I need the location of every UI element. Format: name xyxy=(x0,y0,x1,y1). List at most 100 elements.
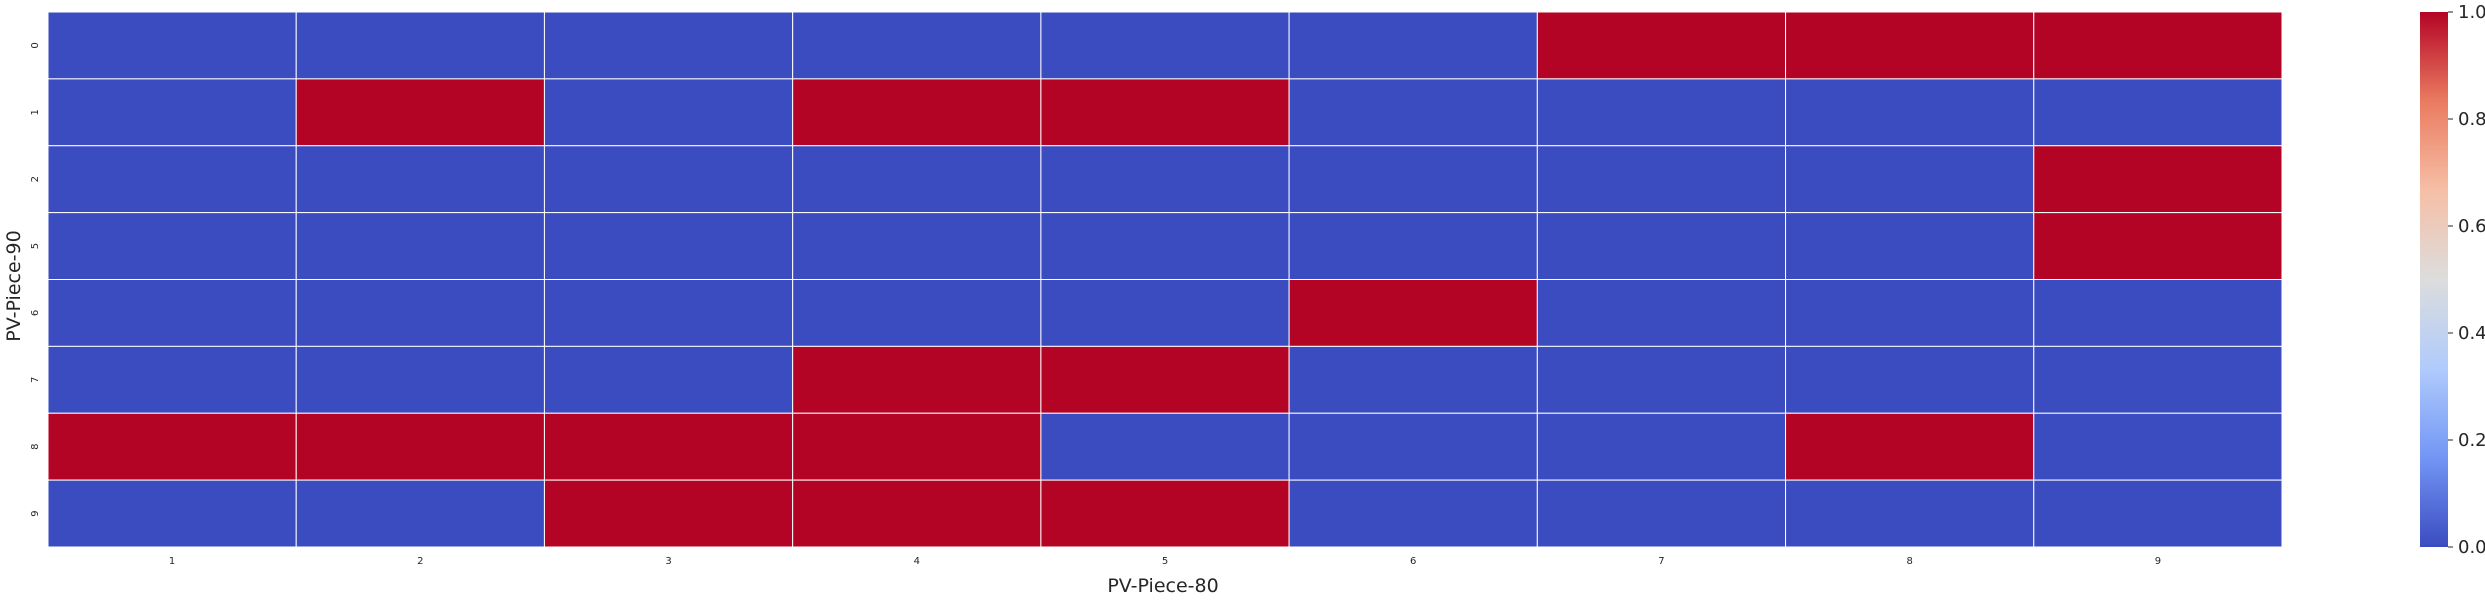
heatmap-cell xyxy=(1785,479,2035,548)
colorbar-tick-label: 0.8 xyxy=(2458,109,2485,130)
heatmap-cell xyxy=(543,279,794,347)
colorbar-tick-label: 1.0 xyxy=(2458,2,2485,23)
heatmap-cell xyxy=(792,479,1042,548)
heatmap-cell xyxy=(1536,145,1787,214)
heatmap-cell xyxy=(2033,345,2283,414)
heatmap-cell xyxy=(2033,279,2283,347)
heatmap-cell xyxy=(1785,11,2035,80)
x-tick-label: 9 xyxy=(2155,556,2161,567)
heatmap-cell xyxy=(543,479,794,548)
heatmap-cell xyxy=(1536,345,1787,414)
heatmap-cell xyxy=(1536,11,1787,80)
heatmap-cell xyxy=(543,78,794,147)
x-tick-label: 2 xyxy=(417,556,423,567)
heatmap-cell xyxy=(1536,412,1787,481)
y-axis-ticks: 0 1 2 5 6 7 8 9 xyxy=(30,42,41,517)
colorbar: 0.0 0.2 0.4 0.6 0.8 1.0 xyxy=(2420,2,2485,558)
y-axis-label: PV-Piece-90 xyxy=(3,230,25,341)
heatmap-cell xyxy=(47,212,297,280)
x-tick-label: 7 xyxy=(1658,556,1664,567)
heatmap-cell xyxy=(47,11,297,80)
heatmap-cell xyxy=(543,412,794,481)
heatmap-cell xyxy=(295,78,545,147)
x-axis-label: PV-Piece-80 xyxy=(1107,575,1218,597)
x-axis-ticks: 1 2 3 4 5 6 7 8 9 xyxy=(169,556,2161,567)
heatmap-cell xyxy=(792,145,1042,214)
heatmap-cell xyxy=(792,11,1042,80)
heatmap-cell xyxy=(1785,78,2035,147)
heatmap-cell xyxy=(1040,78,1290,147)
heatmap-cell xyxy=(295,412,545,481)
y-tick-label: 0 xyxy=(30,42,41,48)
colorbar-tick-label: 0.2 xyxy=(2458,430,2485,451)
heatmap-cell xyxy=(1288,279,1538,347)
x-tick-label: 3 xyxy=(665,556,671,567)
heatmap-cell xyxy=(47,279,297,347)
heatmap-cell xyxy=(543,145,794,214)
heatmap-cell xyxy=(1536,279,1787,347)
heatmap-cell xyxy=(2033,479,2283,548)
heatmap-cell xyxy=(47,479,297,548)
heatmap-cell xyxy=(47,78,297,147)
x-tick-label: 6 xyxy=(1410,556,1416,567)
colorbar-tick-label: 0.6 xyxy=(2458,216,2485,237)
heatmap-cell xyxy=(1040,212,1290,280)
colorbar-tick-label: 0.4 xyxy=(2458,323,2485,344)
x-tick-label: 1 xyxy=(169,556,175,567)
heatmap-cell xyxy=(1785,212,2035,280)
heatmap-cell xyxy=(792,78,1042,147)
y-tick-label: 2 xyxy=(30,176,41,182)
heatmap-cell xyxy=(1785,145,2035,214)
heatmap-cell xyxy=(1785,345,2035,414)
heatmap-cell xyxy=(1536,212,1787,280)
heatmap-cell xyxy=(2033,212,2283,280)
heatmap-cell xyxy=(2033,145,2283,214)
y-tick-label: 8 xyxy=(30,444,41,450)
heatmap-cell xyxy=(47,345,297,414)
heatmap-cell xyxy=(295,145,545,214)
y-tick-label: 5 xyxy=(30,243,41,249)
x-tick-label: 5 xyxy=(1162,556,1168,567)
heatmap-cell xyxy=(543,345,794,414)
heatmap-cell xyxy=(1288,345,1538,414)
heatmap-cell xyxy=(47,412,297,481)
heatmap-cell xyxy=(47,145,297,214)
heatmap-cell xyxy=(1040,479,1290,548)
heatmap-cell xyxy=(543,11,794,80)
heatmap-cell xyxy=(1288,479,1538,548)
heatmap-cell xyxy=(1288,11,1538,80)
heatmap-cell xyxy=(1536,78,1787,147)
heatmap-cell xyxy=(1288,145,1538,214)
heatmap-cell xyxy=(1288,412,1538,481)
heatmap-cell xyxy=(792,212,1042,280)
heatmap-cell xyxy=(2033,11,2283,80)
heatmap-cell xyxy=(1785,412,2035,481)
heatmap-cell xyxy=(1785,279,2035,347)
heatmap-cell xyxy=(792,345,1042,414)
heatmap-cell xyxy=(543,212,794,280)
heatmap-cell xyxy=(2033,412,2283,481)
heatmap-cell xyxy=(1288,212,1538,280)
y-tick-label: 7 xyxy=(30,377,41,383)
heatmap-cell xyxy=(295,212,545,280)
heatmap-cell xyxy=(295,479,545,548)
heatmap-cell xyxy=(295,279,545,347)
heatmap-cell xyxy=(295,11,545,80)
heatmap-cell xyxy=(792,279,1042,347)
heatmap-cell xyxy=(295,345,545,414)
heatmap-cell xyxy=(1536,479,1787,548)
y-tick-label: 6 xyxy=(30,310,41,316)
y-tick-label: 9 xyxy=(30,510,41,516)
heatmap-cell xyxy=(1040,279,1290,347)
x-tick-label: 4 xyxy=(914,556,920,567)
heatmap-cell xyxy=(2033,78,2283,147)
colorbar-tick-label: 0.0 xyxy=(2458,537,2485,558)
heatmap-cell xyxy=(1040,345,1290,414)
y-tick-label: 1 xyxy=(30,109,41,115)
heatmap-cell xyxy=(1040,145,1290,214)
heatmap-cell xyxy=(792,412,1042,481)
heatmap-cell xyxy=(1040,412,1290,481)
x-tick-label: 8 xyxy=(1906,556,1912,567)
colorbar-gradient xyxy=(2420,12,2448,547)
